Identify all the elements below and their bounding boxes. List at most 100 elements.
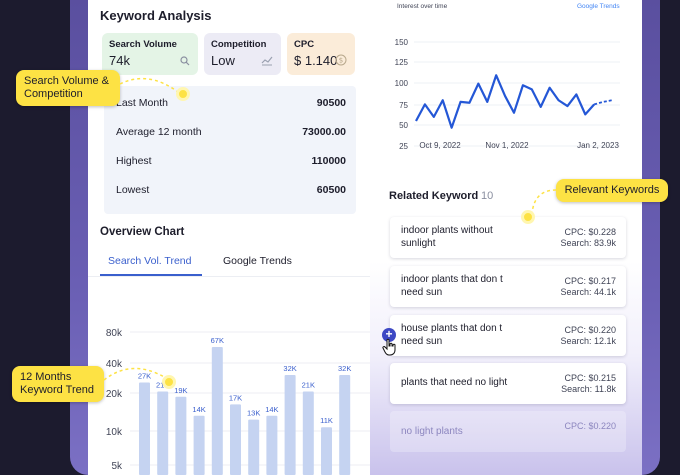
svg-text:$: $	[339, 57, 343, 65]
interest-over-time-chart: Interest over time Google Trends 150 125 100…	[395, 3, 621, 151]
keyword-item[interactable]: no light plants CPC: $0.220	[390, 411, 626, 452]
keyword-item[interactable]: house plants that don t need sun CPC: $0…	[390, 315, 626, 356]
keyword-cpc: CPC: $0.228	[564, 227, 616, 237]
chart-icon	[261, 54, 273, 68]
related-keyword-title: Related Keyword	[389, 190, 479, 202]
stat-label: Highest	[116, 155, 152, 167]
metric-label: CPC	[294, 39, 315, 50]
bar-data-label: 17K	[229, 393, 242, 402]
bar-data-label: 32K	[338, 364, 351, 373]
y-tick-label: 125	[395, 58, 409, 67]
trends-caption: Interest over time	[397, 3, 448, 10]
stat-row: Average 12 month 73000.00	[116, 126, 346, 146]
keyword-cpc: CPC: $0.217	[564, 276, 616, 286]
chart-bar	[157, 391, 169, 475]
overview-chart-title: Overview Chart	[100, 226, 185, 238]
stat-value: 60500	[316, 184, 346, 196]
related-keyword-count: 10	[481, 190, 494, 202]
trend-line-partial	[593, 99, 613, 106]
metric-label: Competition	[211, 39, 267, 50]
cpc-card: CPC $ 1.140 $	[287, 33, 355, 75]
chart-bar	[175, 396, 187, 475]
stat-row: Highest 110000	[116, 155, 346, 175]
y-tick-label: 40k	[106, 359, 123, 370]
tab-divider	[88, 276, 370, 277]
keyword-analysis-card: Keyword Analysis Search Volume 74k Compe…	[88, 0, 370, 475]
chart-bar	[211, 347, 223, 475]
y-tick-label: 80k	[106, 328, 123, 339]
y-tick-label: 10k	[106, 427, 123, 438]
stat-value: 73000.00	[302, 126, 346, 138]
keyword-text: indoor plants without sunlight	[401, 225, 493, 249]
keyword-cpc: CPC: $0.215	[564, 373, 616, 383]
callout-dot	[521, 210, 535, 224]
chart-bar	[321, 427, 332, 475]
callout-dot	[162, 375, 176, 389]
tab-search-vol-trend[interactable]: Search Vol. Trend	[108, 255, 192, 267]
relevant-keywords-callout: Relevant Keywords	[556, 179, 668, 202]
metric-value: Low	[211, 53, 235, 68]
metric-value: 74k	[109, 53, 130, 68]
keyword-cpc: CPC: $0.220	[564, 325, 616, 335]
chart-bar	[248, 419, 260, 475]
callout-connector	[103, 367, 167, 381]
bar-data-label: 14K	[265, 405, 278, 414]
tab-google-trends[interactable]: Google Trends	[223, 255, 292, 267]
keyword-text: no light plants	[401, 426, 463, 437]
stats-table: Last Month 90500 Average 12 month 73000.…	[104, 86, 356, 214]
y-tick-label: 5k	[111, 461, 123, 472]
stat-row: Last Month 90500	[116, 97, 346, 117]
keyword-text: indoor plants that don t need sun	[401, 274, 503, 298]
hand-cursor-icon	[382, 338, 396, 356]
stat-row: Lowest 60500	[116, 184, 346, 204]
keyword-text: plants that need no light	[401, 377, 508, 388]
chart-bar	[193, 415, 205, 475]
bar-data-label: 21K	[302, 381, 315, 390]
callout-dot	[176, 87, 190, 101]
search-volume-card: Search Volume 74k	[102, 33, 198, 75]
keyword-search: Search: 83.9k	[560, 238, 616, 248]
metric-label: Search Volume	[109, 39, 177, 50]
y-tick-label: 20k	[106, 389, 123, 400]
callout-connector	[119, 77, 179, 93]
x-tick-label: Nov 1, 2022	[485, 141, 529, 150]
y-tick-label: 50	[399, 121, 408, 130]
keyword-search: Search: 44.1k	[560, 287, 616, 297]
chart-bar	[284, 375, 296, 475]
search-volume-bar-chart: 80k 40k 20k 10k 5k 27K 21K 19K 14K 67K 17K 13K 14K 32…	[106, 328, 370, 475]
page-title: Keyword Analysis	[100, 8, 212, 23]
x-tick-label: Oct 9, 2022	[419, 141, 461, 150]
competition-card: Competition Low	[204, 33, 281, 75]
bar-data-label: 19K	[174, 386, 187, 395]
callout-connector	[531, 189, 557, 215]
bar-data-label: 11K	[320, 416, 333, 425]
search-volume-callout: Search Volume & Competition	[16, 70, 120, 106]
x-tick-label: Jan 2, 2023	[577, 141, 619, 150]
keyword-search: Search: 11.8k	[561, 384, 616, 394]
keyword-item[interactable]: plants that need no light CPC: $0.215 Se…	[390, 363, 626, 404]
keyword-trend-callout: 12 Months Keyword Trend	[12, 366, 104, 402]
y-tick-label: 150	[395, 38, 409, 47]
chart-bar	[139, 382, 150, 475]
keyword-search: Search: 12.1k	[560, 336, 616, 346]
stat-value: 90500	[316, 97, 346, 109]
y-tick-label: 100	[395, 79, 409, 88]
chart-bar	[302, 391, 314, 475]
add-keyword-icon[interactable]: +	[382, 328, 396, 342]
stat-label: Average 12 month	[116, 126, 202, 138]
metric-value: $ 1.140	[294, 53, 338, 68]
bar-data-label: 13K	[247, 409, 260, 418]
trends-brand: Google Trends	[577, 3, 620, 10]
y-tick-label: 25	[399, 142, 408, 151]
chart-bar	[266, 415, 278, 475]
keyword-item[interactable]: indoor plants that don t need sun CPC: $…	[390, 266, 626, 307]
keyword-cpc: CPC: $0.220	[564, 421, 616, 431]
chart-bar	[230, 404, 241, 475]
bar-data-label: 27K	[138, 372, 151, 381]
google-trends-logo: Google Trends	[577, 3, 620, 10]
bar-data-label: 67K	[211, 336, 224, 345]
stat-label: Last Month	[116, 97, 168, 109]
keyword-item[interactable]: indoor plants without sunlight CPC: $0.2…	[390, 217, 626, 258]
stat-label: Lowest	[116, 184, 150, 196]
y-tick-label: 75	[399, 101, 408, 110]
